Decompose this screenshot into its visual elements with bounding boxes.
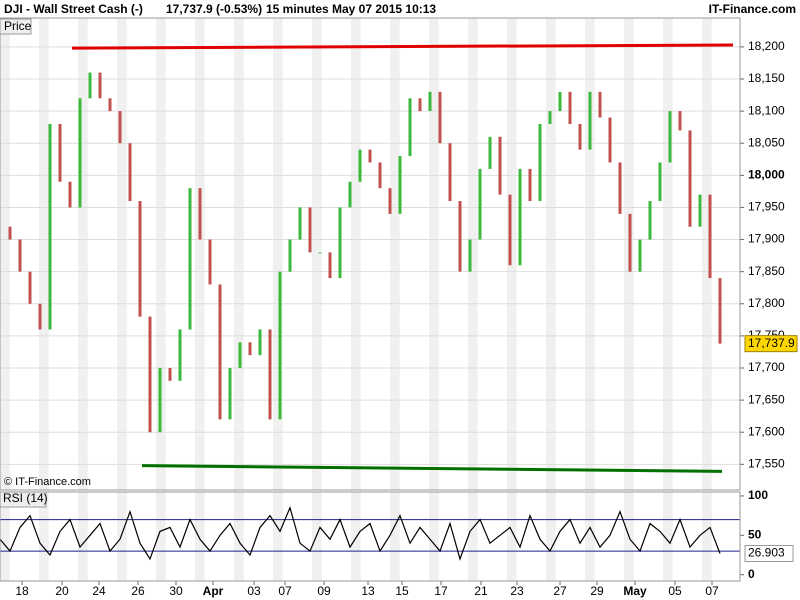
y-tick-label: 0 [748,567,755,581]
day-stripe [117,492,127,581]
day-stripe [78,492,88,581]
y-tick-label: 17,800 [748,296,785,310]
x-tick-label: 18 [15,584,29,598]
y-tick-label: 17,850 [748,264,785,278]
x-tick-label: 17 [434,584,448,598]
y-tick-label: 17,900 [748,232,785,246]
rsi-panel-frame [0,491,741,582]
day-stripe [546,18,556,490]
day-stripe [234,492,244,581]
last-price-box [744,335,798,353]
day-stripe [78,18,88,490]
x-tick-label: 29 [590,584,604,598]
day-stripe [273,492,283,581]
y-tick-label: 50 [748,527,762,541]
y-tick-label: 18,150 [748,71,785,85]
rsi-title: RSI (14) [3,491,48,505]
day-stripe [351,492,361,581]
day-stripe [0,492,10,581]
last-rsi-box [744,545,794,563]
x-tick-label: 21 [474,584,488,598]
day-stripe [702,492,712,581]
x-tick-label: 23 [510,584,524,598]
y-tick-label: 18,000 [748,168,785,182]
day-stripe [507,492,517,581]
x-tick-label: 27 [553,584,567,598]
day-stripe [468,492,478,581]
x-tick-label: 05 [668,584,682,598]
y-tick-label: 17,650 [748,392,785,406]
source: IT-Finance.com [709,2,796,16]
y-tick-label: 17,950 [748,200,785,214]
timestamp: May 07 2015 10:13 [332,2,436,16]
day-stripe [585,492,595,581]
x-tick-label: 26 [131,584,145,598]
x-tick-label: 20 [55,584,69,598]
day-stripe [507,18,517,490]
watermark: © IT-Finance.com [4,476,91,488]
day-stripe [312,492,322,581]
interval: 15 minutes [266,2,329,16]
day-stripe [663,492,673,581]
last-rsi-label: 26.903 [748,546,785,560]
y-tick-label: 17,700 [748,360,785,374]
day-stripe [390,492,400,581]
x-tick-label: 15 [395,584,409,598]
trend-line [141,464,723,473]
day-stripe [585,18,595,490]
day-stripe [468,18,478,490]
day-stripe [390,18,400,490]
y-tick-label: 18,200 [748,39,785,53]
day-stripe [429,18,439,490]
y-tick-label: 18,050 [748,135,785,149]
rsi-line [0,505,721,561]
day-stripe [273,18,283,490]
y-tick-label: 100 [748,488,768,502]
panel-label: Price [4,19,32,33]
day-stripe [234,18,244,490]
x-tick-label: 13 [361,584,375,598]
y-tick-label: 17,600 [748,424,785,438]
x-tick-label: 30 [169,584,183,598]
y-tick-label: 18,100 [748,103,785,117]
day-stripe [39,492,49,581]
x-tick-label: May [623,584,647,598]
day-stripe [0,18,10,490]
day-stripe [429,492,439,581]
trend-line [71,43,734,50]
day-stripe [702,18,712,490]
day-stripe [156,492,166,581]
rsi-label-box [0,491,47,508]
panel-label-box [0,18,32,35]
day-stripe [117,18,127,490]
x-tick-label: 07 [705,584,719,598]
day-stripe [663,18,673,490]
quote: 17,737.9 (-0.53%) [166,2,262,16]
day-stripe [156,18,166,490]
day-stripe [195,492,205,581]
day-stripe [39,18,49,490]
price-panel-frame [0,17,741,491]
last-price-label: 17,737.9 [748,336,795,350]
x-tick-label: 24 [92,584,106,598]
chart-title: DJI - Wall Street Cash (-) [4,2,143,16]
x-tick-label: Apr [203,584,224,598]
day-stripe [351,18,361,490]
day-stripe [195,18,205,490]
day-stripe [546,492,556,581]
x-tick-label: 03 [247,584,261,598]
day-stripe [312,18,322,490]
x-tick-label: 07 [278,584,292,598]
x-tick-label: 09 [317,584,331,598]
y-tick-label: 17,550 [748,456,785,470]
